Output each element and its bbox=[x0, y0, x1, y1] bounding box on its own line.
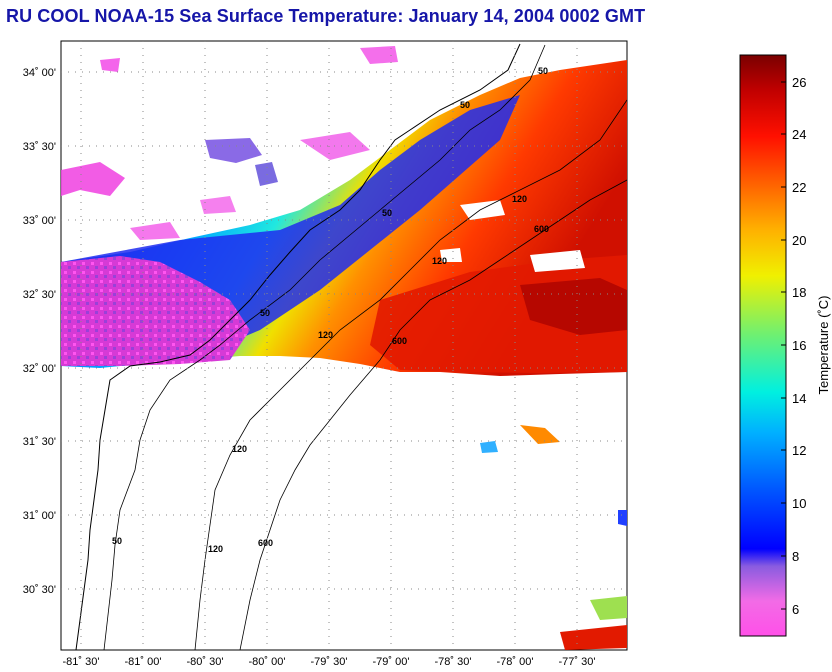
lat-label: 30˚ 30' bbox=[23, 584, 56, 596]
longitude-labels: -81˚ 30' -81˚ 00' -80˚ 30' -80˚ 00' -79˚… bbox=[63, 656, 596, 668]
lat-label: 31˚ 30' bbox=[23, 436, 56, 448]
colorbar: 6 8 10 12 14 16 18 20 22 24 26 Temperatu… bbox=[739, 54, 831, 637]
svg-text:120: 120 bbox=[318, 330, 333, 340]
colorbar-label: Temperature (˚C) bbox=[816, 296, 831, 395]
lon-label: -79˚ 00' bbox=[373, 656, 410, 668]
lat-label: 32˚ 00' bbox=[23, 363, 56, 375]
lon-label: -78˚ 30' bbox=[435, 656, 472, 668]
coastline bbox=[75, 43, 521, 650]
svg-text:600: 600 bbox=[392, 336, 407, 346]
colorbar-tick: 12 bbox=[792, 443, 806, 458]
svg-text:50: 50 bbox=[460, 100, 470, 110]
svg-text:50: 50 bbox=[538, 66, 548, 76]
contour-labels: 50 50 50 50 50 120 120 120 120 120 600 6… bbox=[112, 66, 549, 554]
map-panel: 50 50 50 50 50 120 120 120 120 120 600 6… bbox=[60, 40, 628, 651]
colorbar-tick: 20 bbox=[792, 233, 806, 248]
colorbar-gradient bbox=[739, 54, 787, 637]
lon-label: -78˚ 00' bbox=[497, 656, 534, 668]
lon-label: -79˚ 30' bbox=[311, 656, 348, 668]
svg-text:120: 120 bbox=[512, 194, 527, 204]
lat-label: 33˚ 30' bbox=[23, 141, 56, 153]
svg-text:120: 120 bbox=[208, 544, 223, 554]
lon-label: -80˚ 00' bbox=[249, 656, 286, 668]
lon-label: -80˚ 30' bbox=[187, 656, 224, 668]
svg-text:600: 600 bbox=[534, 224, 549, 234]
svg-text:600: 600 bbox=[258, 538, 273, 548]
colorbar-tick: 14 bbox=[792, 391, 806, 406]
map-title: RU COOL NOAA-15 Sea Surface Temperature:… bbox=[6, 6, 646, 26]
cloud-cover bbox=[61, 256, 250, 366]
colorbar-tick: 6 bbox=[792, 602, 799, 617]
svg-text:50: 50 bbox=[260, 308, 270, 318]
lon-label: -77˚ 30' bbox=[559, 656, 596, 668]
bathymetry-contours bbox=[103, 44, 627, 650]
lon-label: -81˚ 00' bbox=[125, 656, 162, 668]
lat-label: 34˚ 00' bbox=[23, 67, 56, 79]
svg-text:50: 50 bbox=[382, 208, 392, 218]
colorbar-tick: 18 bbox=[792, 285, 806, 300]
latitude-labels: 34˚ 00' 33˚ 30' 33˚ 00' 32˚ 30' 32˚ 00' … bbox=[23, 67, 56, 596]
lat-label: 31˚ 00' bbox=[23, 510, 56, 522]
colorbar-tick: 8 bbox=[792, 549, 799, 564]
svg-text:50: 50 bbox=[112, 536, 122, 546]
colorbar-tick: 16 bbox=[792, 338, 806, 353]
colorbar-tick: 10 bbox=[792, 496, 806, 511]
lat-label: 32˚ 30' bbox=[23, 289, 56, 301]
svg-text:120: 120 bbox=[232, 444, 247, 454]
colorbar-tick: 24 bbox=[792, 127, 806, 142]
lon-label: -81˚ 30' bbox=[63, 656, 100, 668]
svg-text:120: 120 bbox=[432, 256, 447, 266]
colorbar-tick: 26 bbox=[792, 75, 806, 90]
colorbar-tick: 22 bbox=[792, 180, 806, 195]
lat-label: 33˚ 00' bbox=[23, 215, 56, 227]
